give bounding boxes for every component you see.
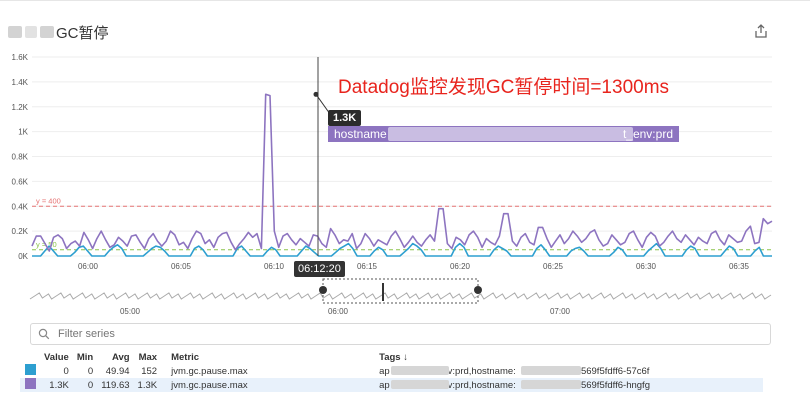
- col-metric[interactable]: Metric: [171, 351, 200, 363]
- y-tick-label: 1K: [18, 128, 28, 137]
- redacted-hostname: [388, 127, 633, 141]
- series-table: Value Min Avg Max Metric Tags ↓ 0 0 49.9…: [20, 350, 764, 392]
- row-metric: jvm.gc.pause.max: [161, 378, 376, 392]
- row-tags-part: -569f5fdff6-hngfg: [577, 379, 650, 391]
- row-tags-part: -569f5fdff6-57c6f: [577, 365, 650, 377]
- row-value: 1.3K: [40, 378, 73, 392]
- row-metric: jvm.gc.pause.max: [171, 365, 248, 377]
- filter-series-input[interactable]: [56, 327, 660, 341]
- navigator-tick-label: 06:00: [328, 307, 349, 316]
- y-tick-label: 0.2K: [12, 227, 29, 236]
- share-icon[interactable]: [752, 22, 770, 40]
- redacted-title-prefix: [25, 26, 37, 38]
- hover-tag-suffix: t_env:prd: [622, 127, 673, 141]
- hover-pointer: [315, 94, 331, 115]
- x-tick-label: 06:30: [636, 262, 657, 271]
- hover-value-label: 1.3K: [328, 110, 362, 126]
- timeline-navigator[interactable]: [30, 276, 771, 302]
- y-tick-label: 0K: [18, 252, 28, 261]
- top-divider: [0, 0, 810, 1]
- row-min: 0: [87, 365, 94, 377]
- row-value: 0: [63, 365, 69, 377]
- redacted-title-prefix: [8, 26, 22, 38]
- y-tick-label: 1.2K: [12, 103, 29, 112]
- widget-title: GC暂停: [56, 24, 109, 42]
- hover-series-tag: hostname t_env:prd: [328, 126, 679, 142]
- x-tick-label: 06:20: [450, 262, 471, 271]
- row-tags-part: v:prd,hostname:: [447, 365, 516, 377]
- row-avg: 49.94: [105, 365, 130, 377]
- widget-header: GC暂停: [8, 22, 109, 42]
- series-color-swatch: [25, 364, 36, 375]
- col-tags[interactable]: Tags ↓: [379, 351, 408, 363]
- col-min[interactable]: Min: [76, 351, 94, 363]
- series-line[interactable]: [31, 93, 773, 252]
- navigator-handle-right[interactable]: [474, 286, 482, 294]
- series-table-header: Value Min Avg Max Metric Tags ↓: [20, 350, 763, 364]
- redacted-title-prefix: [40, 26, 54, 38]
- x-tick-label: 06:25: [543, 262, 564, 271]
- col-value[interactable]: Value: [44, 351, 69, 363]
- redacted-tag: [521, 380, 582, 389]
- series-line[interactable]: [32, 242, 772, 257]
- row-min: 0: [72, 378, 98, 392]
- x-tick-label: 06:00: [78, 262, 99, 271]
- row-avg: 119.63: [97, 378, 134, 392]
- table-row[interactable]: 1.3K 0 119.63 1.3K jvm.gc.pause.max ap v:…: [20, 378, 764, 392]
- row-max: 152: [141, 365, 158, 377]
- search-icon: [38, 328, 50, 340]
- redacted-tag: [391, 366, 450, 375]
- navigator-handle-left[interactable]: [319, 286, 327, 294]
- y-tick-label: 0.8K: [12, 153, 29, 162]
- row-tags-part: ap: [379, 379, 390, 391]
- redacted-tag: [391, 380, 450, 389]
- x-tick-label: 06:35: [729, 262, 750, 271]
- series-color-swatch: [25, 378, 36, 389]
- hover-tag-prefix: hostname: [334, 127, 387, 141]
- redacted-tag: [521, 366, 582, 375]
- row-tags-part: ap: [379, 365, 390, 377]
- navigator-tick-label: 05:00: [120, 307, 141, 316]
- navigator-tick-label: 07:00: [550, 307, 571, 316]
- x-tick-label: 06:15: [357, 262, 378, 271]
- y-tick-label: 1.6K: [12, 53, 29, 62]
- threshold-label: y = 400: [36, 196, 61, 205]
- annotation-text: Datadog监控发现GC暂停时间=1300ms: [338, 77, 670, 98]
- navigator-overview-line: [29, 292, 772, 300]
- y-tick-label: 1.4K: [12, 78, 29, 87]
- row-max: 1.3K: [133, 378, 162, 392]
- row-tags-part: v:prd,hostname:: [447, 379, 516, 391]
- col-max[interactable]: Max: [138, 351, 158, 363]
- y-tick-label: 0.6K: [12, 177, 29, 186]
- x-tick-label: 06:05: [171, 262, 192, 271]
- y-tick-label: 0.4K: [12, 202, 29, 211]
- filter-series-box[interactable]: [30, 323, 771, 345]
- hover-time-label: 06:12:20: [294, 261, 345, 277]
- table-row[interactable]: 0 0 49.94 152 jvm.gc.pause.max ap v:prd,h…: [20, 364, 763, 378]
- row-tags: ap v:prd,hostname: -569f5fdff6-57c6f: [375, 364, 763, 378]
- x-tick-label: 06:10: [264, 262, 285, 271]
- col-avg[interactable]: Avg: [111, 351, 130, 363]
- row-tags: ap v:prd,hostname: -569f5fdff6-hngfg: [375, 378, 764, 392]
